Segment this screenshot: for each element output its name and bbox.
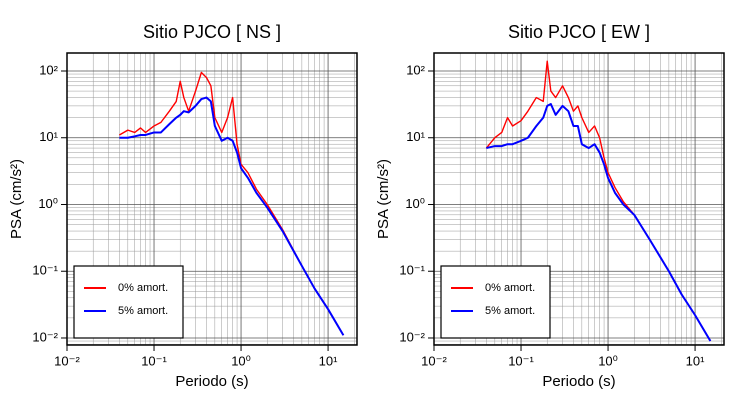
y-tick-label: 10⁻²: [32, 329, 58, 344]
x-tick-label: 10⁻¹: [141, 353, 167, 368]
x-tick-label: 10¹: [319, 353, 338, 368]
y-tick-label: 10²: [39, 62, 58, 77]
y-tick-label: 10¹: [39, 129, 58, 144]
y-tick-label: 10⁻¹: [399, 263, 425, 278]
legend-label: 5% amort.: [118, 305, 168, 317]
legend-label: 5% amort.: [485, 305, 535, 317]
series-line: [119, 96, 345, 336]
x-tick-label: 10¹: [686, 353, 705, 368]
legend-box: [440, 265, 551, 339]
x-tick-label: 10⁰: [598, 353, 618, 368]
x-tick-label: 10⁻¹: [508, 353, 534, 368]
series-line: [486, 103, 712, 342]
x-tick-label: 10⁻²: [421, 353, 447, 368]
plot-frame: [66, 52, 358, 346]
legend-label: 0% amort.: [485, 282, 535, 294]
plot-frame: [433, 52, 725, 346]
y-axis-label: PSA (cm/s²): [8, 159, 25, 239]
x-axis-label: Periodo (s): [542, 373, 615, 390]
panel: Sitio PJCO [ EW ] Periodo (s) PSA (cm/s²) 1…: [375, 22, 725, 390]
y-tick-label: 10⁻¹: [32, 263, 58, 278]
legend-label: 0% amort.: [118, 282, 168, 294]
y-tick-label: 10⁻²: [399, 329, 425, 344]
x-tick-label: 10⁰: [231, 353, 251, 368]
chart-title: Sitio PJCO [ EW ]: [508, 22, 650, 42]
legend-box: [73, 265, 184, 339]
x-tick-label: 10⁻²: [54, 353, 80, 368]
y-tick-label: 10¹: [406, 129, 425, 144]
y-tick-label: 10²: [406, 62, 425, 77]
y-axis-label: PSA (cm/s²): [375, 159, 392, 239]
x-axis-label: Periodo (s): [175, 373, 248, 390]
panel: Sitio PJCO [ NS ] Periodo (s) PSA (cm/s²) 1…: [8, 22, 358, 390]
series-line: [119, 71, 344, 336]
y-tick-label: 10⁰: [405, 196, 425, 211]
y-tick-label: 10⁰: [38, 196, 58, 211]
chart-title: Sitio PJCO [ NS ]: [143, 22, 281, 42]
